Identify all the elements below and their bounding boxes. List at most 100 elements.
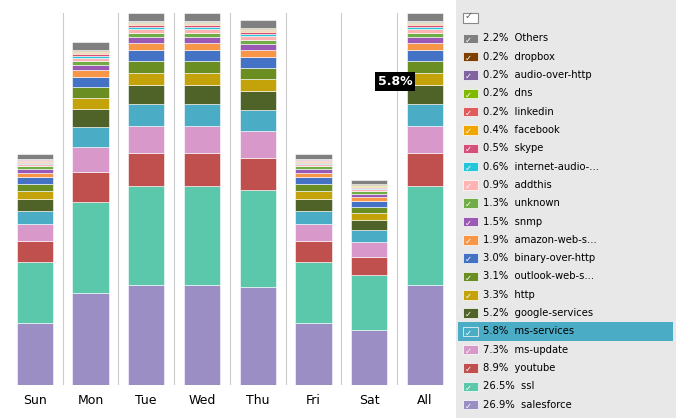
Bar (239, 30, 276, 31)
Bar (351, 188, 387, 189)
Bar (16, 163, 53, 164)
Bar (239, 110, 276, 131)
Bar (72, 293, 109, 385)
Bar (128, 50, 164, 61)
Bar (295, 166, 332, 169)
Bar (128, 61, 164, 73)
Bar (295, 224, 332, 241)
Bar (239, 91, 276, 110)
Bar (128, 38, 164, 43)
Text: 0.6%  internet-audio-...: 0.6% internet-audio-... (483, 162, 600, 172)
Bar (239, 131, 276, 158)
Text: ✓: ✓ (464, 182, 471, 191)
Bar (16, 184, 53, 191)
Bar (407, 21, 443, 22)
Bar (184, 61, 220, 73)
Text: ✓: ✓ (464, 347, 471, 356)
Bar (184, 186, 220, 285)
Bar (239, 287, 276, 385)
Bar (72, 50, 109, 51)
Bar (351, 186, 387, 187)
Bar (184, 126, 220, 153)
Bar (351, 180, 387, 184)
Text: ✓: ✓ (464, 54, 471, 63)
Bar (407, 50, 443, 61)
Bar (351, 191, 387, 194)
Bar (295, 262, 332, 323)
Bar (351, 257, 387, 275)
Bar (184, 13, 220, 21)
Bar (128, 285, 164, 385)
Text: ✓: ✓ (464, 329, 471, 337)
Bar (184, 85, 220, 104)
Bar (128, 27, 164, 29)
Bar (295, 154, 332, 159)
Bar (128, 24, 164, 25)
Bar (16, 211, 53, 224)
Bar (407, 27, 443, 29)
Text: ✓: ✓ (464, 11, 473, 21)
Bar (128, 33, 164, 38)
Bar (16, 241, 53, 262)
Bar (407, 61, 443, 73)
Bar (239, 31, 276, 32)
Bar (72, 56, 109, 58)
Bar (351, 242, 387, 257)
Bar (295, 160, 332, 161)
Bar (295, 163, 332, 164)
Bar (239, 57, 276, 68)
Bar (16, 323, 53, 385)
Bar (407, 13, 443, 21)
Text: ✓: ✓ (464, 219, 471, 228)
Bar (16, 161, 53, 162)
Bar (72, 70, 109, 77)
Bar (351, 189, 387, 191)
Text: ✓: ✓ (464, 145, 471, 154)
Bar (128, 22, 164, 23)
Bar (351, 197, 387, 201)
Bar (351, 220, 387, 230)
Text: 0.9%  addthis: 0.9% addthis (483, 180, 552, 190)
Text: 0.4%  facebook: 0.4% facebook (483, 125, 560, 135)
Bar (184, 50, 220, 61)
Text: 0.5%  skype: 0.5% skype (483, 143, 544, 153)
Bar (351, 187, 387, 188)
Bar (184, 24, 220, 25)
Bar (184, 38, 220, 43)
Bar (184, 285, 220, 385)
Bar (16, 191, 53, 199)
Text: ✓: ✓ (464, 109, 471, 118)
Bar (407, 126, 443, 153)
Bar (128, 126, 164, 153)
Bar (72, 98, 109, 109)
Bar (16, 154, 53, 159)
Bar (407, 85, 443, 104)
Bar (184, 29, 220, 33)
Bar (128, 104, 164, 126)
Bar (16, 162, 53, 163)
Bar (239, 36, 276, 40)
Bar (295, 177, 332, 184)
Bar (407, 43, 443, 50)
Text: ✓: ✓ (464, 127, 471, 136)
Bar (16, 173, 53, 177)
Bar (16, 224, 53, 241)
Text: ✓: ✓ (464, 273, 471, 283)
Text: ✓: ✓ (464, 255, 471, 264)
Bar (72, 51, 109, 52)
Text: ✓: ✓ (464, 383, 471, 393)
Bar (295, 173, 332, 177)
Bar (407, 24, 443, 25)
Bar (184, 43, 220, 50)
Bar (128, 21, 164, 22)
Bar (407, 25, 443, 27)
Bar (407, 104, 443, 126)
Text: ✓: ✓ (464, 237, 471, 246)
Text: ✓: ✓ (464, 292, 471, 301)
Bar (239, 32, 276, 34)
Bar (184, 25, 220, 27)
Bar (295, 161, 332, 162)
Bar (351, 275, 387, 329)
Text: ✓: ✓ (464, 164, 471, 173)
Bar (295, 184, 332, 191)
